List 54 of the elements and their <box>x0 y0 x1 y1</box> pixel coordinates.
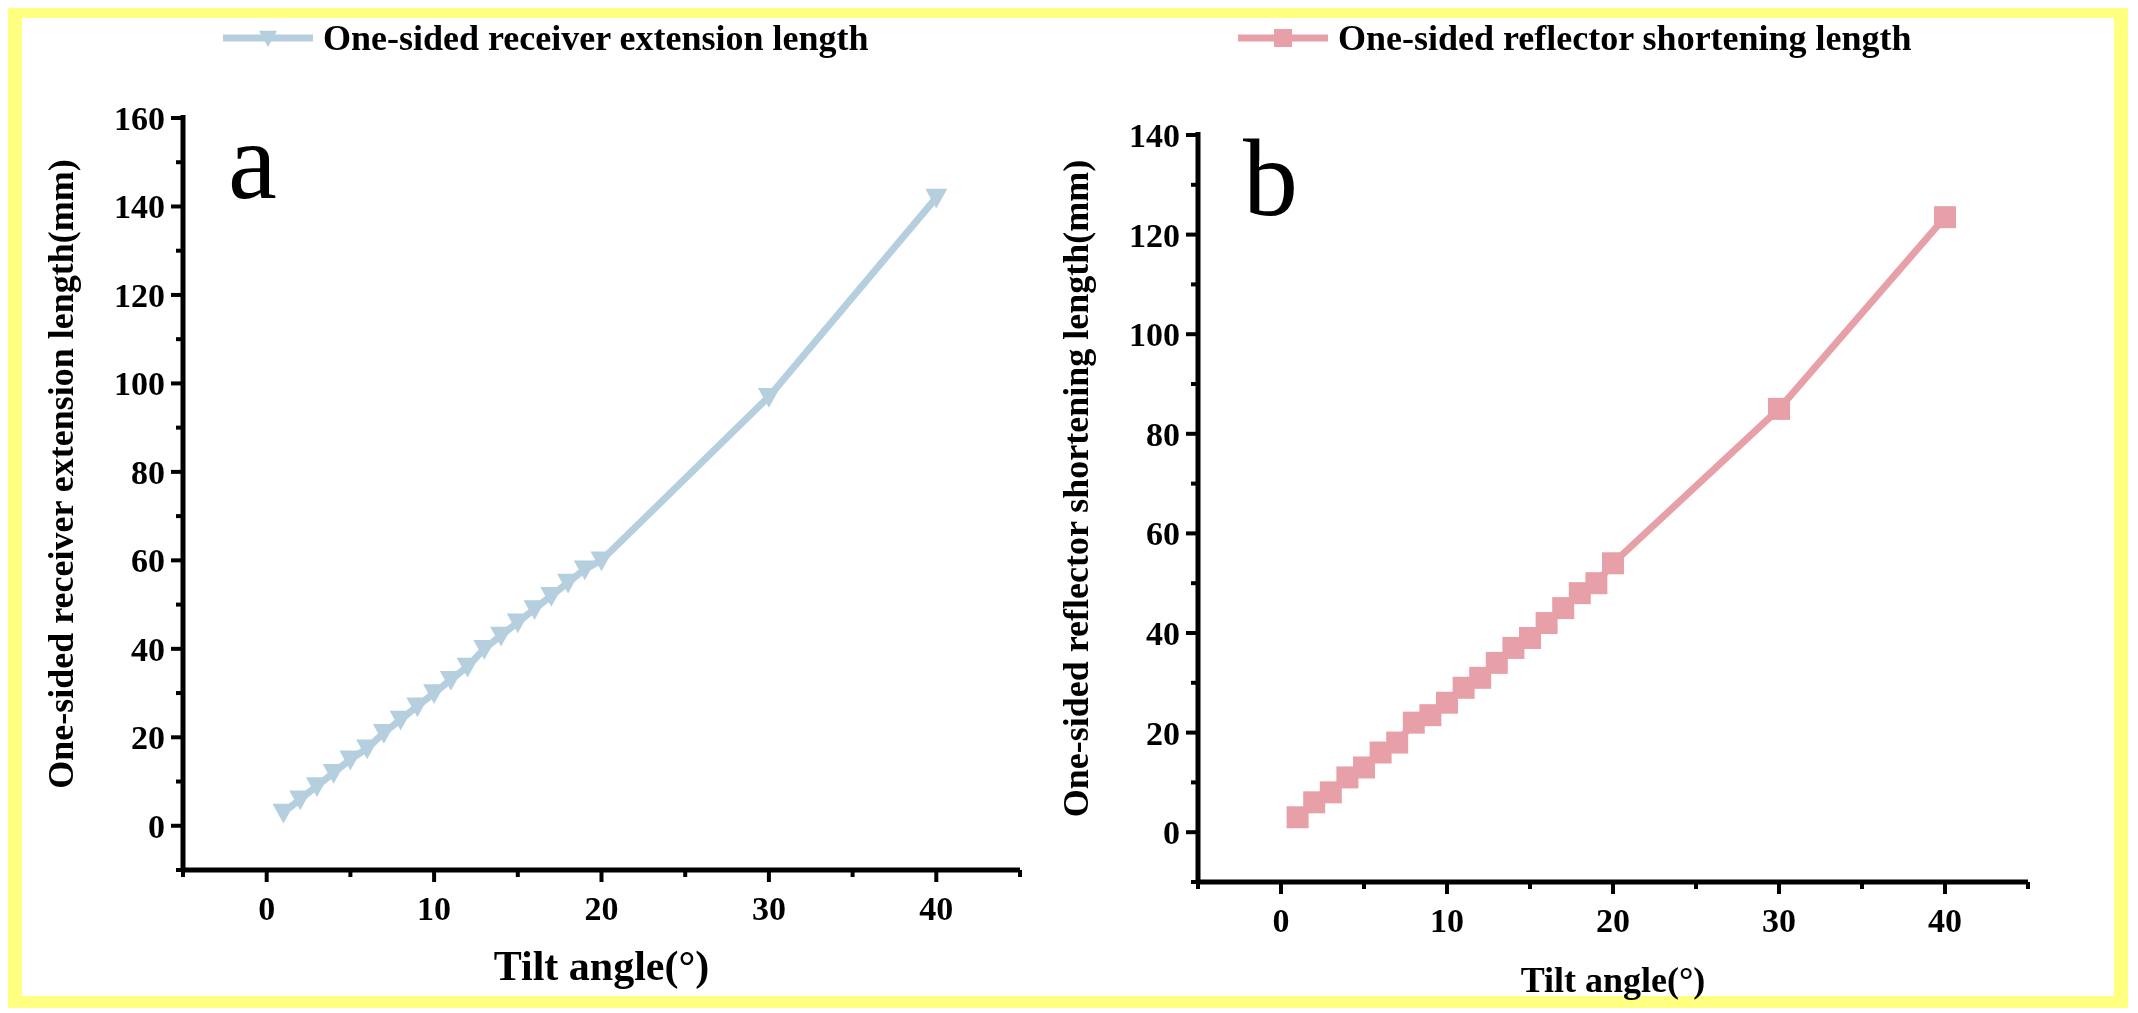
x-tick-label: 30 <box>751 890 786 927</box>
y-tick-label: 80 <box>131 453 165 491</box>
y-tick-label: 120 <box>1129 216 1180 254</box>
y-tick-label: 60 <box>1146 515 1180 553</box>
y-tick-label: 100 <box>1129 316 1180 354</box>
y-tick-label: 0 <box>148 807 165 845</box>
x-tick-label: 20 <box>584 890 619 927</box>
point <box>590 551 613 572</box>
x-tick-label: 20 <box>1596 902 1630 939</box>
point <box>1319 781 1342 804</box>
y-tick-label: 60 <box>131 542 165 580</box>
annotation: a <box>228 100 277 222</box>
y-tick-label: 40 <box>131 630 165 668</box>
x-tick-label: 10 <box>1430 902 1464 939</box>
legend-label: One-sided reflector shortening length <box>1338 18 1912 58</box>
y-tick-label: 140 <box>114 188 165 226</box>
point <box>925 188 948 209</box>
y-tick-label: 140 <box>1129 117 1180 154</box>
y-tick-label: 160 <box>114 100 165 137</box>
x-tick-label: 30 <box>1762 902 1796 939</box>
point <box>757 387 780 408</box>
x-axis-title: Tilt angle(°) <box>1520 960 1706 1000</box>
x-tick-label: 0 <box>258 890 276 927</box>
point <box>1436 691 1458 714</box>
y-tick-label: 120 <box>114 276 165 314</box>
x-tick-label: 10 <box>417 890 452 927</box>
point <box>1585 572 1608 595</box>
y-tick-label: 100 <box>114 365 165 403</box>
point <box>573 560 596 581</box>
point <box>1602 552 1624 575</box>
y-tick-label: 40 <box>1146 615 1180 652</box>
x-axis-title: Tilt angle(°) <box>493 943 710 990</box>
x-tick-label: 40 <box>1928 902 1962 939</box>
point <box>1552 597 1575 620</box>
y-tick-label: 20 <box>131 719 165 757</box>
point <box>1286 806 1309 829</box>
point <box>1469 666 1492 689</box>
x-tick-label: 40 <box>919 890 954 927</box>
y-tick-label: 80 <box>1146 415 1180 453</box>
point <box>1768 397 1790 420</box>
point <box>456 657 479 678</box>
point <box>1485 651 1508 674</box>
legend-label: One-sided receiver extension length <box>323 18 869 58</box>
annotation: b <box>1243 117 1298 239</box>
point <box>1386 731 1409 754</box>
point <box>1353 756 1375 779</box>
y-tick-label: 20 <box>1146 714 1180 752</box>
point <box>1519 626 1541 649</box>
y-axis-title: One-sided reflector shortening length(mm) <box>1056 159 1096 818</box>
y-axis-title: One-sided receiver extension length(mm) <box>41 159 81 789</box>
y-tick-label: 0 <box>1163 814 1180 852</box>
point <box>1535 612 1558 635</box>
point <box>1934 206 1956 229</box>
x-tick-label: 0 <box>1272 902 1290 939</box>
